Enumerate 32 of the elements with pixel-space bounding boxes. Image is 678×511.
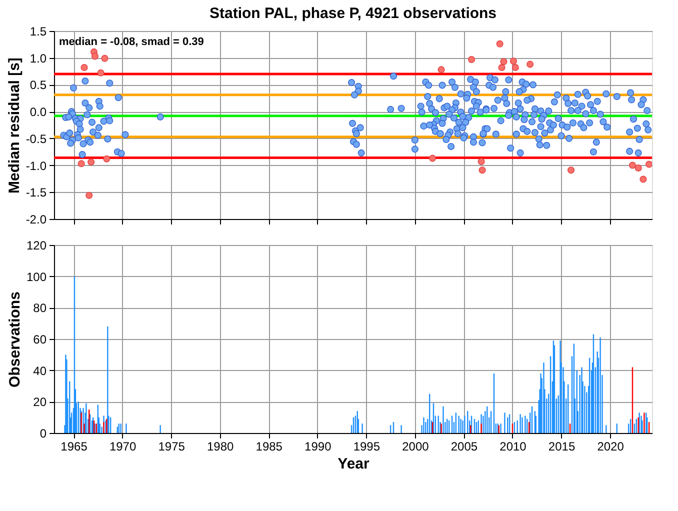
x-tick-label: 1980 [206, 440, 234, 454]
x-axis-title: Year [338, 456, 370, 472]
annotation: median = -0.08, smad = 0.39 [59, 36, 204, 48]
x-tick-label: 1965 [60, 440, 88, 454]
y-tick-label: 120 [26, 238, 47, 252]
x-tick-label: 2010 [500, 440, 527, 454]
x-tick-label: 1990 [304, 440, 332, 454]
x-tick-label: 1995 [353, 440, 380, 454]
y-tick-label: -0.5 [26, 132, 47, 146]
y-tick-label: 1.5 [30, 24, 47, 38]
y-tick-label: 80 [33, 301, 47, 316]
y-tick-label: -1.5 [26, 186, 47, 200]
y-tick-label: 0.5 [30, 78, 47, 92]
x-tick-label: 1985 [256, 440, 283, 454]
y-tick-label: 100 [26, 270, 47, 284]
y-tick-label: -2.0 [26, 212, 47, 226]
y-tick-label: 60 [33, 332, 47, 346]
x-tick-label: 2005 [450, 440, 478, 454]
y-tick-label: -1.0 [26, 158, 47, 173]
y-axis-title: Observations [6, 292, 24, 388]
x-tick-label: 2000 [402, 440, 430, 454]
y-tick-label: 20 [33, 395, 47, 410]
y-axis-title: Median residual [s] [6, 58, 23, 194]
x-tick-label: 1970 [109, 440, 136, 454]
x-tick-label: 2015 [548, 440, 576, 454]
x-tick-label: 2020 [597, 440, 624, 454]
y-tick-label: 0.0 [30, 105, 47, 120]
y-tick-label: 40 [33, 364, 47, 378]
x-tick-label: 1975 [158, 440, 186, 454]
chart-title: Station PAL, phase P, 4921 observations [209, 5, 497, 22]
y-tick-label: 0 [40, 426, 47, 440]
y-tick-label: 1.0 [30, 51, 47, 66]
